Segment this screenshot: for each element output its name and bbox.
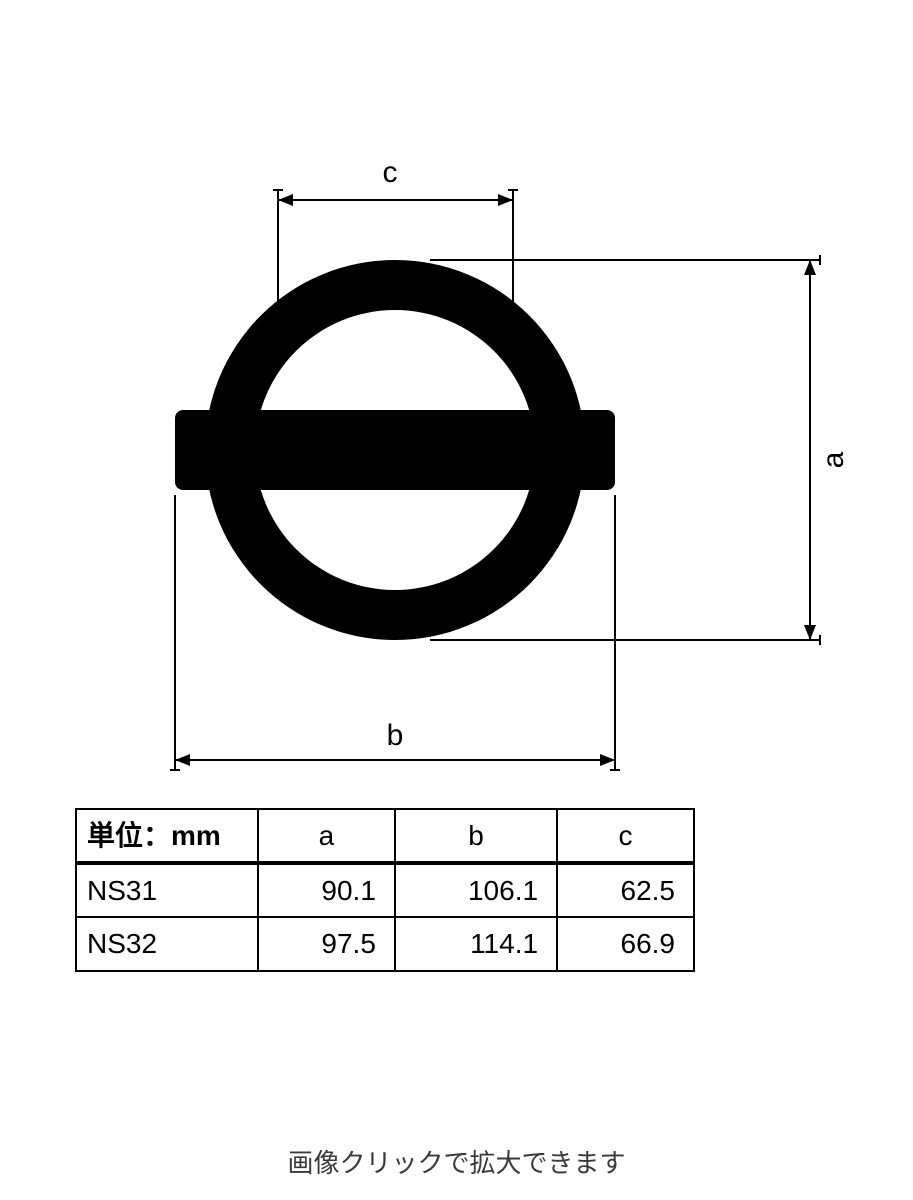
col-header-a: a <box>258 809 395 863</box>
table-row: NS32 97.5 114.1 66.9 <box>76 917 694 970</box>
enlarge-caption[interactable]: 画像クリックで拡大できます <box>0 1143 913 1180</box>
cell-b: 106.1 <box>395 863 557 917</box>
dimension-label-b: b <box>387 719 404 752</box>
table-row: NS31 90.1 106.1 62.5 <box>76 863 694 917</box>
dimension-label-a: a <box>817 451 848 468</box>
unit-header: 単位：mm <box>76 809 258 863</box>
cell-a: 90.1 <box>258 863 395 917</box>
cell-c: 66.9 <box>557 917 694 970</box>
row-label: NS32 <box>76 917 258 970</box>
cell-c: 62.5 <box>557 863 694 917</box>
col-header-b: b <box>395 809 557 863</box>
page: c a <box>0 0 913 1200</box>
dimension-label-c: c <box>383 156 398 189</box>
badge-shape <box>175 260 615 640</box>
dimension-diagram[interactable]: c a <box>65 120 848 800</box>
spec-table: 単位：mm a b c NS31 90.1 106.1 62.5 NS32 97… <box>75 808 695 972</box>
cell-b: 114.1 <box>395 917 557 970</box>
table-header-row: 単位：mm a b c <box>76 809 694 863</box>
cell-a: 97.5 <box>258 917 395 970</box>
col-header-c: c <box>557 809 694 863</box>
spec-table-container: 単位：mm a b c NS31 90.1 106.1 62.5 NS32 97… <box>75 808 695 972</box>
row-label: NS31 <box>76 863 258 917</box>
diagram-svg: c a <box>65 120 848 800</box>
